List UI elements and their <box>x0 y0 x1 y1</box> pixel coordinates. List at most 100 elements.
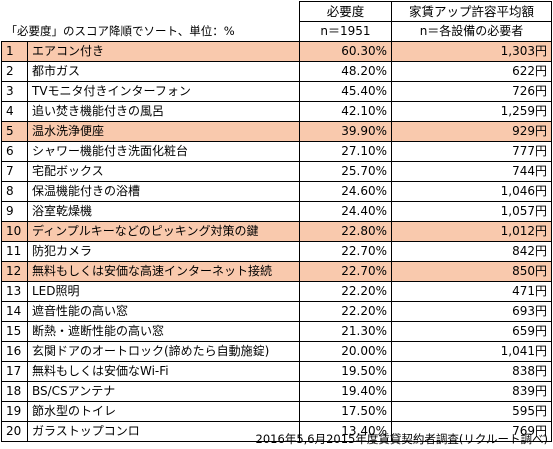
cell-rank: 2 <box>1 61 28 82</box>
cell-rank: 4 <box>1 101 28 122</box>
cell-rank: 12 <box>1 261 28 282</box>
cell-pct: 17.50% <box>299 401 392 422</box>
cell-item: LED照明 <box>27 281 300 302</box>
table-row: 18 BS/CSアンテナ 19.40% 839円 <box>1 381 552 402</box>
cell-price: 744円 <box>391 161 552 182</box>
cell-price: 850円 <box>391 261 552 282</box>
cell-pct: 24.60% <box>299 181 392 202</box>
cell-item: シャワー機能付き洗面化粧台 <box>27 141 300 162</box>
source-note: 2016年5,6月2015年度賃貸契約者調査(リクルート調べ) <box>255 432 548 446</box>
cell-item: 追い焚き機能付きの風呂 <box>27 101 300 122</box>
col-sub-pct: n＝1951 <box>299 21 392 42</box>
cell-price: 839円 <box>391 381 552 402</box>
cell-rank: 5 <box>1 121 28 142</box>
cell-rank: 9 <box>1 201 28 222</box>
cell-price: 1,046円 <box>391 181 552 202</box>
table-caption: 「必要度」のスコア降順でソート、単位：% <box>5 23 235 38</box>
cell-pct: 13.40% <box>299 421 392 442</box>
cell-item: 浴室乾燥機 <box>27 201 300 222</box>
table-row: 10 ディンプルキーなどのピッキング対策の鍵 22.80% 1,012円 <box>1 221 552 242</box>
cell-pct: 22.80% <box>299 221 392 242</box>
cell-rank: 16 <box>1 341 28 362</box>
cell-price: 1,057円 <box>391 201 552 222</box>
cell-rank: 18 <box>1 381 28 402</box>
cell-price: 1,041円 <box>391 341 552 362</box>
cell-item: 保温機能付きの浴槽 <box>27 181 300 202</box>
cell-pct: 19.40% <box>299 381 392 402</box>
header-row-2: 「必要度」のスコア降順でソート、単位：% n＝1951 n＝各設備の必要者 <box>2 21 552 42</box>
cell-item: 都市ガス <box>27 61 300 82</box>
table-row: 7 宅配ボックス 25.70% 744円 <box>1 161 552 182</box>
cell-rank: 7 <box>1 161 28 182</box>
cell-item: 無料もしくは安価なWi-Fi <box>27 361 300 382</box>
cell-price: 726円 <box>391 81 552 102</box>
table-row: 15 断熱・遮断性能の高い窓 21.30% 659円 <box>1 321 552 342</box>
table-row: 2 都市ガス 48.20% 622円 <box>1 61 552 82</box>
cell-pct: 22.70% <box>299 241 392 262</box>
cell-price: 769円 <box>391 421 552 442</box>
col-title-pct: 必要度 <box>299 1 392 22</box>
table-row: 1 エアコン付き 60.30% 1,303円 <box>1 41 552 62</box>
cell-price: 1,303円 <box>391 41 552 62</box>
cell-price: 622円 <box>391 61 552 82</box>
cell-item: 温水洗浄便座 <box>27 121 300 142</box>
cell-pct: 22.20% <box>299 301 392 322</box>
table-row: 4 追い焚き機能付きの風呂 42.10% 1,259円 <box>1 101 552 122</box>
table-row: 20 ガラストップコンロ 13.40% 769円 <box>1 421 552 442</box>
cell-pct: 42.10% <box>299 101 392 122</box>
cell-pct: 25.70% <box>299 161 392 182</box>
table-row: 13 LED照明 22.20% 471円 <box>1 281 552 302</box>
cell-price: 471円 <box>391 281 552 302</box>
cell-rank: 20 <box>1 421 28 442</box>
cell-pct: 60.30% <box>299 41 392 62</box>
cell-rank: 6 <box>1 141 28 162</box>
cell-price: 838円 <box>391 361 552 382</box>
cell-rank: 17 <box>1 361 28 382</box>
cell-price: 929円 <box>391 121 552 142</box>
cell-item: エアコン付き <box>27 41 300 62</box>
header-row-1: 必要度 家賃アップ許容平均額 <box>2 1 552 22</box>
cell-rank: 14 <box>1 301 28 322</box>
table-row: 8 保温機能付きの浴槽 24.60% 1,046円 <box>1 181 552 202</box>
cell-rank: 13 <box>1 281 28 302</box>
table-row: 17 無料もしくは安価なWi-Fi 19.50% 838円 <box>1 361 552 382</box>
cell-price: 595円 <box>391 401 552 422</box>
table-row: 19 節水型のトイレ 17.50% 595円 <box>1 401 552 422</box>
cell-price: 842円 <box>391 241 552 262</box>
cell-item: 遮音性能の高い窓 <box>27 301 300 322</box>
cell-rank: 10 <box>1 221 28 242</box>
cell-item: 節水型のトイレ <box>27 401 300 422</box>
cell-pct: 20.00% <box>299 341 392 362</box>
cell-item: 防犯カメラ <box>27 241 300 262</box>
cell-rank: 8 <box>1 181 28 202</box>
cell-pct: 45.40% <box>299 81 392 102</box>
cell-item: ディンプルキーなどのピッキング対策の鍵 <box>27 221 300 242</box>
cell-pct: 48.20% <box>299 61 392 82</box>
cell-pct: 19.50% <box>299 361 392 382</box>
cell-rank: 15 <box>1 321 28 342</box>
cell-price: 693円 <box>391 301 552 322</box>
cell-price: 659円 <box>391 321 552 342</box>
cell-pct: 39.90% <box>299 121 392 142</box>
cell-item: TVモニタ付きインターフォン <box>27 81 300 102</box>
col-sub-price: n＝各設備の必要者 <box>391 21 552 42</box>
cell-price: 1,259円 <box>391 101 552 122</box>
cell-item: 断熱・遮断性能の高い窓 <box>27 321 300 342</box>
table-row: 12 無料もしくは安価な高速インターネット接続 22.70% 850円 <box>1 261 552 282</box>
cell-price: 777円 <box>391 141 552 162</box>
cell-pct: 27.10% <box>299 141 392 162</box>
table-row: 3 TVモニタ付きインターフォン 45.40% 726円 <box>1 81 552 102</box>
cell-pct: 22.70% <box>299 261 392 282</box>
cell-rank: 19 <box>1 401 28 422</box>
cell-item: 無料もしくは安価な高速インターネット接続 <box>27 261 300 282</box>
equipment-table: 必要度 家賃アップ許容平均額 「必要度」のスコア降順でソート、単位：% n＝19… <box>1 1 552 442</box>
cell-price: 1,012円 <box>391 221 552 242</box>
table-row: 16 玄関ドアのオートロック(諦めたら自動施錠) 20.00% 1,041円 <box>1 341 552 362</box>
table-row: 14 遮音性能の高い窓 22.20% 693円 <box>1 301 552 322</box>
col-title-price: 家賃アップ許容平均額 <box>391 1 552 22</box>
cell-rank: 3 <box>1 81 28 102</box>
table-row: 5 温水洗浄便座 39.90% 929円 <box>1 121 552 142</box>
cell-pct: 24.40% <box>299 201 392 222</box>
cell-rank: 11 <box>1 241 28 262</box>
